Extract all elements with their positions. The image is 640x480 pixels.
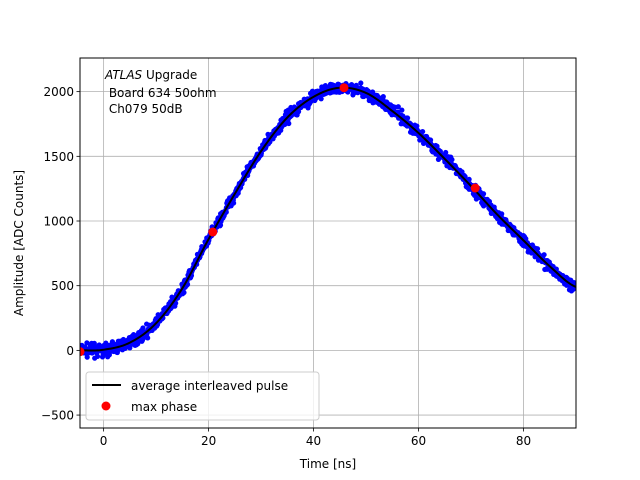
data-layer xyxy=(80,80,576,361)
sample-point xyxy=(428,137,434,143)
legend-box xyxy=(85,371,320,421)
sample-point xyxy=(480,191,487,197)
x-axis-label: Time [ns] xyxy=(299,457,356,471)
y-tick-label: 1000 xyxy=(43,215,74,229)
max-phase-point xyxy=(208,227,218,237)
y-tick-label: 2000 xyxy=(43,85,74,99)
y-axis-label: Amplitude [ADC Counts] xyxy=(12,170,26,316)
max-phase-point xyxy=(339,83,349,93)
x-tick-label: 40 xyxy=(306,434,321,448)
x-tick-label: 20 xyxy=(201,434,216,448)
average-pulse-line xyxy=(80,86,576,352)
max-phase-point xyxy=(470,183,480,193)
y-tick-label: 1500 xyxy=(43,150,74,164)
annotation-atlas-word: ATLAS xyxy=(104,68,143,82)
sample-point xyxy=(534,246,541,252)
sample-point xyxy=(404,115,411,121)
sample-point xyxy=(84,354,90,360)
sample-point xyxy=(443,149,449,156)
sample-point xyxy=(499,211,505,217)
y-tick-label: 500 xyxy=(51,279,74,293)
legend-label-average: average interleaved pulse xyxy=(131,379,288,393)
legend: average interleaved pulse max phase xyxy=(85,371,320,421)
sample-point xyxy=(414,123,420,129)
sample-point xyxy=(94,353,101,360)
sample-point xyxy=(358,80,364,86)
annotation-line-2: Board 634 50ohm xyxy=(105,86,217,100)
annotation-line-1: ATLAS Upgrade xyxy=(104,68,197,82)
annotation-line-3: Ch079 50dB xyxy=(105,102,183,116)
x-tick-label: 0 xyxy=(100,434,108,448)
y-tick-label: −500 xyxy=(41,409,74,423)
sample-point xyxy=(380,94,386,100)
sample-point xyxy=(127,345,133,351)
sample-point xyxy=(466,176,472,182)
sample-point xyxy=(434,143,440,149)
plot-frame xyxy=(79,57,577,429)
sample-point xyxy=(395,104,401,110)
legend-dot-swatch xyxy=(101,401,111,411)
sample-point xyxy=(145,335,151,341)
axis-ticks: 0 20 40 60 80 −500 0 500 1000 1500 2000 xyxy=(41,85,531,448)
sample-point xyxy=(399,107,405,113)
x-tick-label: 80 xyxy=(516,434,531,448)
sample-point xyxy=(140,325,146,331)
atlas-annotation: ATLAS Upgrade Board 634 50ohm Ch079 50dB xyxy=(104,68,217,116)
sample-point xyxy=(181,289,187,296)
sample-point xyxy=(231,200,237,206)
max-phase-point xyxy=(80,347,85,357)
sample-point xyxy=(541,252,547,258)
legend-label-max-phase: max phase xyxy=(131,400,197,414)
sample-point xyxy=(449,156,455,163)
annotation-upgrade-word: Upgrade xyxy=(142,68,197,82)
sample-point xyxy=(420,128,426,135)
y-tick-label: 0 xyxy=(66,344,74,358)
x-tick-label: 60 xyxy=(411,434,426,448)
sample-point xyxy=(318,96,324,102)
sample-point xyxy=(286,120,292,127)
